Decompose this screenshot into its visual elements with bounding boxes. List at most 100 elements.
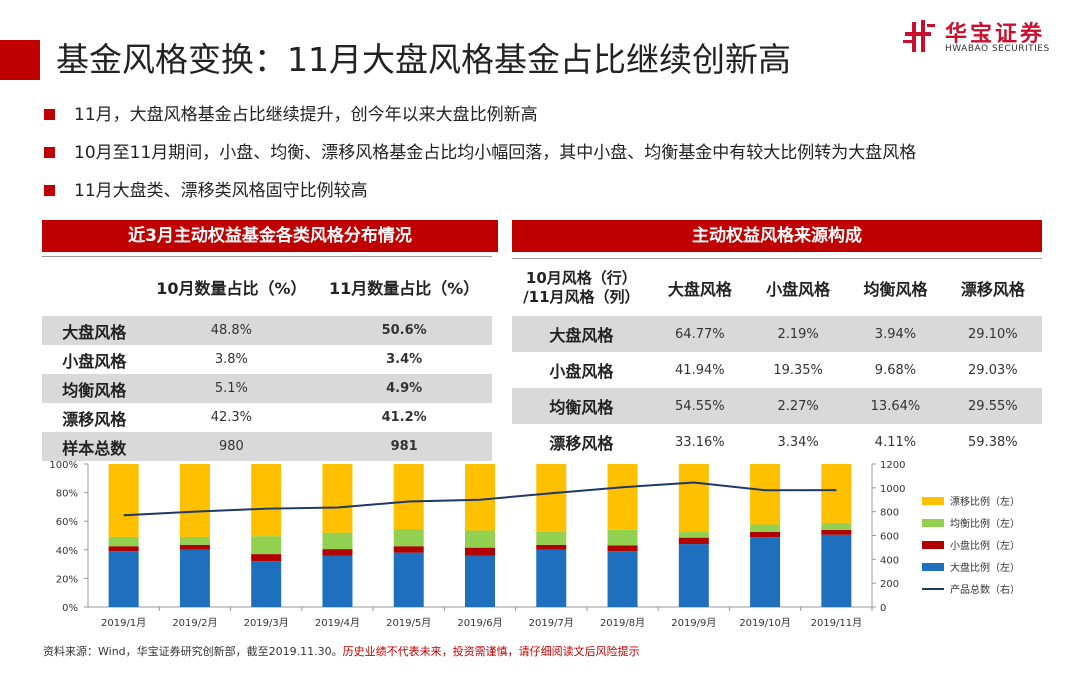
bar-segment xyxy=(678,544,709,607)
bar-segment xyxy=(251,561,282,607)
table-row: 小盘风格 41.94% 19.35% 9.68% 29.03% xyxy=(512,352,1042,388)
table2-header-col: 均衡风格 xyxy=(863,279,928,299)
style-distribution-table: 10月数量占比（%） 11月数量占比（%） 大盘风格 48.8% 50.6% 小… xyxy=(42,258,492,461)
x-tick-label: 2019/2月 xyxy=(172,617,217,629)
bullet-item: 10月至11月期间，小盘、均衡、漂移风格基金占比均小幅回落，其中小盘、均衡基金中… xyxy=(44,138,916,176)
bar-segment xyxy=(108,536,139,547)
table-cell: 29.55% xyxy=(943,388,1042,424)
table-cell: 9.68% xyxy=(874,362,917,378)
bullet-square-icon xyxy=(44,185,55,196)
table-cell: 4.11% xyxy=(874,434,917,450)
y-left-tick-label: 100% xyxy=(49,460,78,471)
y-right-tick-label: 0 xyxy=(880,603,886,614)
x-tick-label: 2019/11月 xyxy=(811,617,863,629)
table-row: 均衡风格 5.1% 4.9% xyxy=(42,374,492,403)
title-accent-bar xyxy=(0,40,40,80)
x-tick-label: 2019/5月 xyxy=(386,617,431,629)
table1-header-oct: 10月数量占比（%） xyxy=(156,279,307,298)
table-cell: 5.1% xyxy=(146,374,317,403)
table-cell: 980 xyxy=(146,432,317,461)
table-cell: 19.35% xyxy=(773,362,823,378)
bar-segment xyxy=(179,536,210,545)
bar-segment xyxy=(678,537,709,545)
bullet-text: 10月至11月期间，小盘、均衡、漂移风格基金占比均小幅回落，其中小盘、均衡基金中… xyxy=(74,143,917,163)
bar-segment xyxy=(465,530,495,548)
bar-segment xyxy=(821,529,852,535)
bar-segment xyxy=(393,552,424,607)
y-left-tick-label: 60% xyxy=(56,517,78,528)
table2-top-rule xyxy=(512,258,1042,259)
x-tick-label: 2019/9月 xyxy=(671,617,716,629)
bar-segment xyxy=(678,464,709,532)
table-row: 漂移风格 42.3% 41.2% xyxy=(42,403,492,432)
source-note: 资料来源：Wind，华宝证券研究创新部，截至2019.11.30。历史业绩不代表… xyxy=(43,643,640,659)
y-left-tick-label: 0% xyxy=(62,603,78,614)
bar-segment xyxy=(678,531,709,538)
corner-line-2: /11月风格（列） xyxy=(523,287,640,306)
bar-segment xyxy=(607,529,638,546)
total-count-line xyxy=(123,481,837,517)
bar-segment xyxy=(179,464,210,537)
logo-text-cn: 华宝证券 xyxy=(945,22,1046,47)
x-tick-label: 2019/1月 xyxy=(101,617,146,629)
x-tick-label: 2019/10月 xyxy=(739,617,791,629)
row-label: 漂移风格 xyxy=(549,434,614,453)
y-right-tick-label: 400 xyxy=(880,555,899,566)
row-label: 样本总数 xyxy=(42,432,147,461)
table-row: 样本总数 980 981 xyxy=(42,432,492,461)
bar-segment xyxy=(607,464,638,530)
table1-header-row: 10月数量占比（%） 11月数量占比（%） xyxy=(42,258,492,316)
bar-segment xyxy=(607,545,638,552)
bar-segment xyxy=(393,546,424,553)
table-cell: 29.03% xyxy=(968,362,1018,378)
bar-segment xyxy=(108,546,139,552)
legend-swatch xyxy=(922,519,944,527)
bar-segment xyxy=(465,555,495,607)
table2-header-row: 10月风格（行） /11月风格（列） 大盘风格 小盘风格 均衡风格 漂移风格 xyxy=(512,259,1042,316)
row-label: 大盘风格 xyxy=(512,316,651,352)
table-cell: 59.38% xyxy=(968,434,1018,450)
bar-segment xyxy=(393,529,424,547)
table-cell: 33.16% xyxy=(675,434,725,450)
bar-segment xyxy=(108,551,139,607)
row-label: 均衡风格 xyxy=(42,374,147,403)
table-cell: 41.94% xyxy=(675,362,725,378)
bar-segment xyxy=(251,536,282,555)
table-cell: 41.2% xyxy=(381,410,427,425)
bar-segment xyxy=(251,464,282,537)
x-tick-label: 2019/4月 xyxy=(315,617,360,629)
bar-segment xyxy=(465,464,495,531)
table-cell: 54.55% xyxy=(650,388,749,424)
table-cell: 2.27% xyxy=(748,388,848,424)
bar-segment xyxy=(750,464,781,525)
y-right-tick-label: 600 xyxy=(880,532,899,543)
bar-segment xyxy=(322,532,353,550)
corner-line-1: 10月风格（行） xyxy=(525,268,637,287)
table-cell: 29.10% xyxy=(943,316,1042,352)
table-cell: 981 xyxy=(316,432,492,461)
table-cell: 3.8% xyxy=(214,352,248,367)
table-row: 小盘风格 3.8% 3.4% xyxy=(42,345,492,374)
row-label: 小盘风格 xyxy=(62,351,127,371)
table2-header-col: 漂移风格 xyxy=(960,279,1025,299)
logo-text-en: HWABAO SECURITIES xyxy=(945,44,1050,54)
bar-segment xyxy=(750,531,781,538)
bar-segment xyxy=(536,544,567,550)
y-left-tick-label: 80% xyxy=(56,489,78,500)
bullet-list: 11月，大盘风格基金占比继续提升，创今年以来大盘比例新高 10月至11月期间，小… xyxy=(44,100,916,214)
page-title: 基金风格变换：11月大盘风格基金占比继续创新高 xyxy=(56,40,791,79)
y-left-tick-label: 20% xyxy=(56,574,78,585)
style-source-table: 10月风格（行） /11月风格（列） 大盘风格 小盘风格 均衡风格 漂移风格 大… xyxy=(512,259,1042,460)
bar-segment xyxy=(465,547,495,556)
legend-label: 大盘比例（左） xyxy=(950,561,1020,574)
table-cell: 3.94% xyxy=(847,316,944,352)
table-cell: 3.4% xyxy=(386,352,423,367)
bar-segment xyxy=(536,464,567,532)
bar-segment xyxy=(536,549,567,607)
y-right-tick-label: 1000 xyxy=(880,484,905,495)
table-cell: 4.9% xyxy=(316,374,492,403)
table-cell: 13.64% xyxy=(847,388,944,424)
bullet-square-icon xyxy=(44,147,55,158)
table1-header-nov: 11月数量占比（%） xyxy=(328,279,480,298)
table2-header-col: 小盘风格 xyxy=(766,279,831,299)
